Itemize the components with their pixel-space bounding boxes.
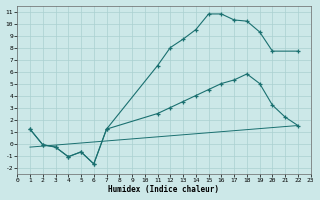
X-axis label: Humidex (Indice chaleur): Humidex (Indice chaleur)	[108, 185, 220, 194]
